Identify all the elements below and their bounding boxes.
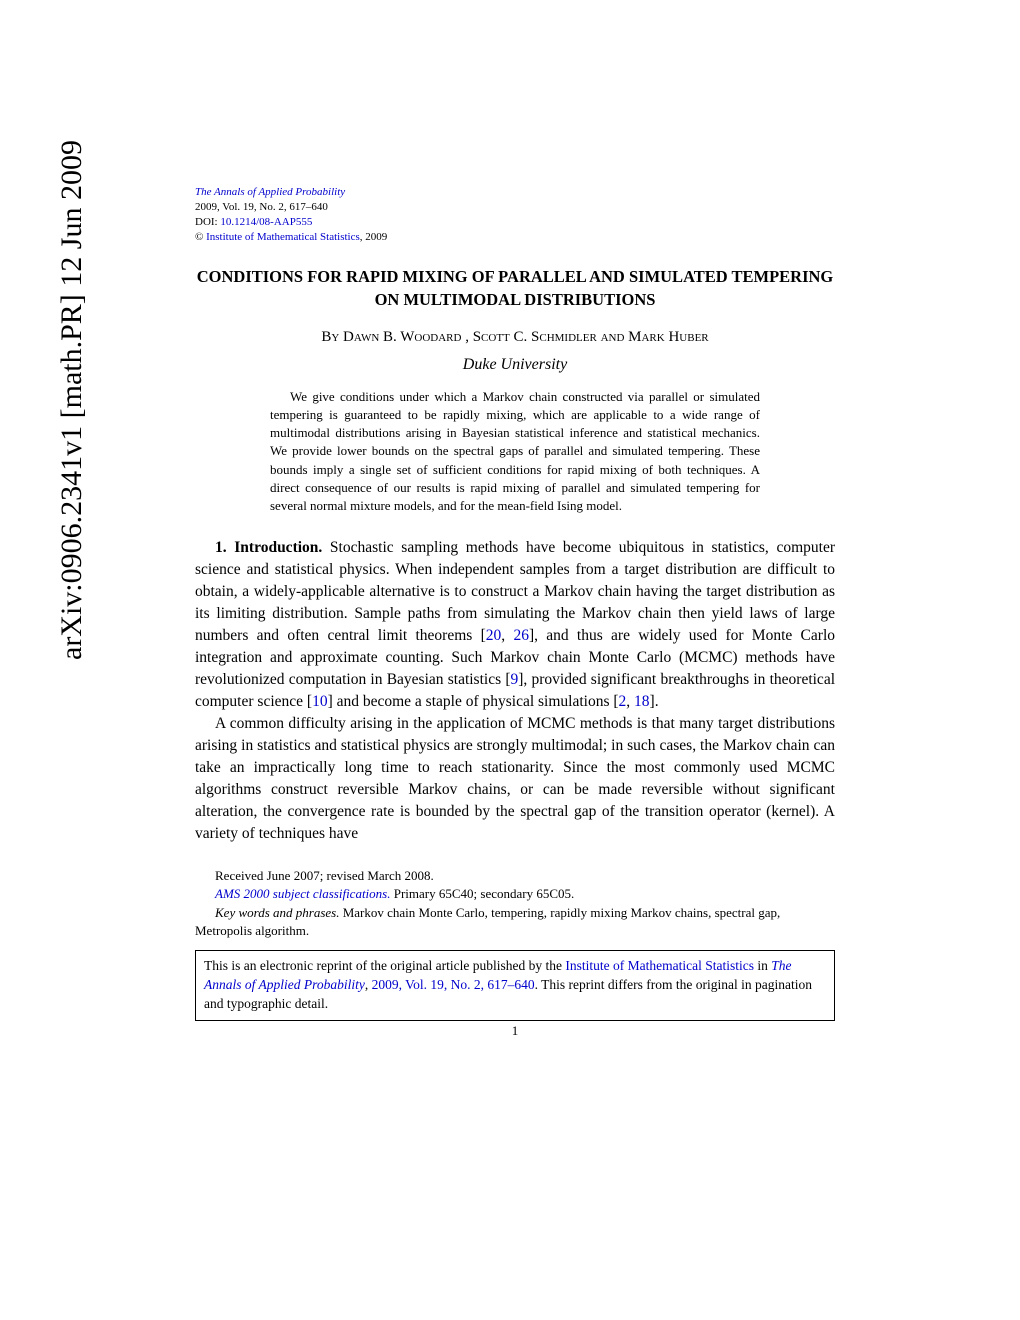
page-content: The Annals of Applied Probability 2009, … xyxy=(195,185,835,1039)
abstract: We give conditions under which a Markov … xyxy=(270,388,760,515)
footer-notes: Received June 2007; revised March 2008. … xyxy=(195,867,835,940)
cite-sep-1: , xyxy=(501,627,513,644)
ims-link[interactable]: Institute of Mathematical Statistics xyxy=(206,231,360,243)
copyright-year: , 2009 xyxy=(360,231,388,243)
reprint-volume-link[interactable]: 2009, Vol. 19, No. 2, 617–640 xyxy=(372,977,535,992)
keywords-label: Key words and phrases. xyxy=(215,905,339,920)
citation-10[interactable]: 10 xyxy=(312,693,328,710)
reprint-ims-link[interactable]: Institute of Mathematical Statistics xyxy=(565,958,754,973)
p1-text-d: ] and become a staple of physical simula… xyxy=(328,693,619,710)
journal-name: The Annals of Applied Probability xyxy=(195,186,345,198)
copyright-symbol: © xyxy=(195,231,206,243)
reprint-text-2: in xyxy=(754,958,771,973)
paper-title: CONDITIONS FOR RAPID MIXING OF PARALLEL … xyxy=(195,266,835,311)
cite-sep-2: , xyxy=(626,693,634,710)
received-date: Received June 2007; revised March 2008. xyxy=(195,867,835,885)
ams-link[interactable]: AMS 2000 subject classifications. xyxy=(215,886,390,901)
doi-label: DOI: xyxy=(195,216,220,228)
arxiv-identifier: arXiv:0906.2341v1 [math.PR] 12 Jun 2009 xyxy=(55,140,89,660)
keywords: Key words and phrases. Markov chain Mont… xyxy=(195,904,835,940)
body-text: 1. Introduction. Stochastic sampling met… xyxy=(195,537,835,845)
abstract-text: We give conditions under which a Markov … xyxy=(270,388,760,515)
citation-20[interactable]: 20 xyxy=(486,627,502,644)
volume-info: 2009, Vol. 19, No. 2, 617–640 xyxy=(195,201,328,213)
affiliation: Duke University xyxy=(195,356,835,374)
paragraph-1: 1. Introduction. Stochastic sampling met… xyxy=(195,537,835,713)
reprint-sep: , xyxy=(365,977,372,992)
page-number: 1 xyxy=(195,1023,835,1039)
section-heading: 1. Introduction. xyxy=(215,539,322,556)
author-list: By Dawn B. Woodard , Scott C. Schmidler … xyxy=(195,329,835,346)
paragraph-2: A common difficulty arising in the appli… xyxy=(195,713,835,845)
journal-link[interactable]: The Annals of Applied Probability xyxy=(195,186,345,198)
citation-18[interactable]: 18 xyxy=(634,693,650,710)
reprint-notice: This is an electronic reprint of the ori… xyxy=(195,950,835,1021)
journal-header: The Annals of Applied Probability 2009, … xyxy=(195,185,835,244)
doi-link[interactable]: 10.1214/08-AAP555 xyxy=(220,216,312,228)
p1-text-e: ]. xyxy=(650,693,659,710)
citation-26[interactable]: 26 xyxy=(513,627,529,644)
ams-codes: Primary 65C40; secondary 65C05. xyxy=(390,886,574,901)
ams-classification: AMS 2000 subject classifications. Primar… xyxy=(195,885,835,903)
reprint-text-1: This is an electronic reprint of the ori… xyxy=(204,958,565,973)
